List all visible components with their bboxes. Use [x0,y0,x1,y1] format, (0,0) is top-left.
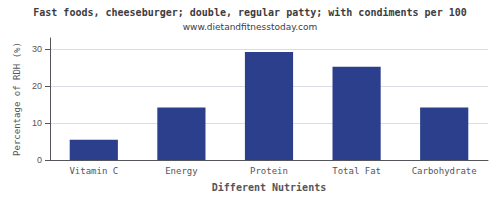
svg-text:Protein: Protein [250,166,288,176]
svg-text:30: 30 [32,44,42,54]
svg-text:Different Nutrients: Different Nutrients [212,182,326,193]
svg-text:Fast foods, cheeseburger; doub: Fast foods, cheeseburger; double, regula… [33,7,466,18]
svg-text:10: 10 [32,118,42,128]
svg-text:Total Fat: Total Fat [332,166,381,176]
svg-text:Energy: Energy [165,166,198,176]
svg-text:20: 20 [32,81,42,91]
svg-text:Vitamin C: Vitamin C [69,166,118,176]
svg-text:Carbohydrate: Carbohydrate [412,166,477,176]
svg-text:0: 0 [37,155,42,165]
svg-text:www.dietandfitnesstoday.com: www.dietandfitnesstoday.com [183,22,318,32]
svg-text:Percentage of RDH (%): Percentage of RDH (%) [12,42,22,156]
